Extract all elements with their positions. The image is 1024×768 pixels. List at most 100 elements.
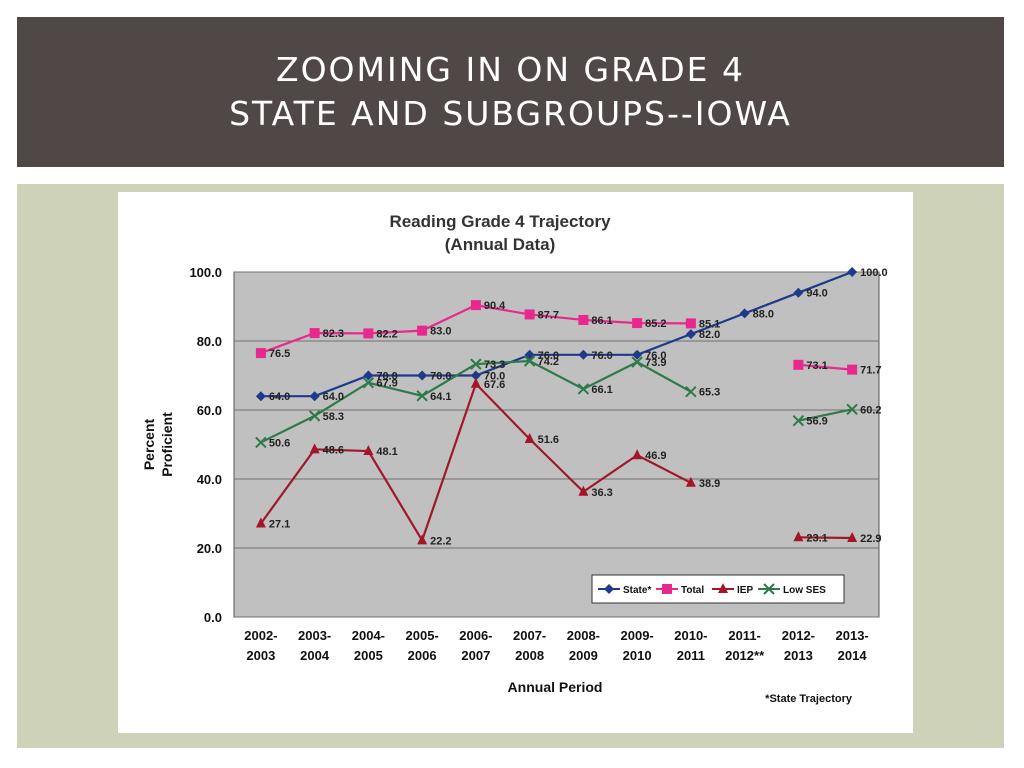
x-tick-label: 2008- xyxy=(567,628,600,643)
marker-stroke xyxy=(523,355,536,367)
data-point-low-ses xyxy=(577,383,590,395)
data-point-low-ses xyxy=(846,403,858,416)
data-label-state: 70.0 xyxy=(484,371,505,383)
data-label-low-ses: 67.9 xyxy=(376,378,397,390)
data-label-total: 82.2 xyxy=(376,328,397,340)
legend-label-low-ses: Low SES xyxy=(783,585,826,596)
data-label-iep: 67.6 xyxy=(484,379,505,391)
data-labels: 64.0 64.0 70.0 70.0 70.0 76.0 76.0 76.0 82.0 88.0… xyxy=(269,267,888,547)
slide-title-line-1: ZOOMING IN ON GRADE 4 xyxy=(275,50,746,89)
data-point-state xyxy=(417,370,428,381)
line-chart: Reading Grade 4 Trajectory (Annual Data)… xyxy=(141,212,888,705)
data-label-low-ses: 73.3 xyxy=(484,359,505,371)
data-label-iep: 46.9 xyxy=(645,450,666,462)
data-point-iep xyxy=(632,449,643,460)
data-point-total xyxy=(363,328,374,339)
data-point-low-ses xyxy=(308,410,321,422)
data-point-state xyxy=(739,308,750,319)
data-label-low-ses: 73.9 xyxy=(645,357,666,369)
data-point-total xyxy=(309,328,320,339)
legend-marker-total xyxy=(662,584,672,594)
legend-marker-iep xyxy=(718,583,728,593)
data-label-iep: 27.1 xyxy=(269,519,290,531)
legend-marker-state xyxy=(604,584,614,594)
slide-title-bar: ZOOMING IN ON GRADE 4 STATE AND SUBGROUP… xyxy=(17,17,1004,167)
data-label-total: 83.0 xyxy=(430,326,451,338)
data-label-state: 100.0 xyxy=(860,267,888,279)
series-line-state xyxy=(260,270,853,398)
slide-title-line-2: STATE AND SUBGROUPS--IOWA xyxy=(229,94,792,133)
data-label-state: 76.0 xyxy=(591,350,612,362)
data-point-low-ses xyxy=(255,436,267,449)
marker-stroke xyxy=(763,583,775,595)
data-label-total: 73.1 xyxy=(806,360,827,372)
x-tick-label: 2010- xyxy=(674,628,707,643)
data-label-iep: 38.9 xyxy=(699,478,720,490)
x-tick-label: 2013 xyxy=(784,648,813,663)
marker-stroke xyxy=(792,414,805,427)
data-label-iep: 36.3 xyxy=(591,487,612,499)
data-point-iep xyxy=(578,485,589,496)
data-label-low-ses: 50.6 xyxy=(269,437,290,449)
x-tick-label: 2012** xyxy=(725,648,765,663)
y-tick-label: 0.0 xyxy=(204,610,222,625)
data-point-low-ses xyxy=(792,414,805,427)
x-tick-label: 2009 xyxy=(569,648,598,663)
data-label-low-ses: 58.3 xyxy=(323,411,344,423)
marker-stroke xyxy=(308,410,321,422)
data-label-total: 71.7 xyxy=(860,365,881,377)
x-tick-label: 2005- xyxy=(406,628,439,643)
marker-stroke xyxy=(846,403,858,416)
data-label-total: 82.3 xyxy=(323,328,344,340)
data-point-total xyxy=(417,325,428,336)
data-point-low-ses xyxy=(631,356,643,368)
x-tick-label: 2004- xyxy=(352,628,385,643)
x-tick-label: 2005 xyxy=(354,648,383,663)
legend-label-total: Total xyxy=(681,585,704,596)
data-point-low-ses xyxy=(523,355,536,367)
data-point-iep xyxy=(255,517,266,528)
data-label-total: 85.2 xyxy=(645,318,666,330)
x-tick-label: 2011 xyxy=(677,648,705,663)
data-point-state xyxy=(632,349,643,360)
data-point-state xyxy=(578,349,589,360)
marker-stroke xyxy=(416,390,428,402)
data-point-state xyxy=(847,267,858,277)
x-tick-label: 2006 xyxy=(408,648,437,663)
data-label-total: 90.4 xyxy=(484,300,506,312)
data-point-state xyxy=(309,391,320,402)
y-tick-label: 40.0 xyxy=(197,472,222,487)
plot-area xyxy=(233,271,880,618)
data-label-state: 76.0 xyxy=(538,350,559,362)
data-label-low-ses: 65.3 xyxy=(699,387,720,399)
data-label-low-ses: 64.1 xyxy=(430,391,451,403)
x-tick-label: 2010 xyxy=(623,648,652,663)
x-tick-label: 2011- xyxy=(728,628,761,643)
series-line-iep xyxy=(798,536,853,540)
x-tick-label: 2004 xyxy=(300,648,330,663)
data-label-total: 76.5 xyxy=(269,348,290,360)
data-label-state: 82.0 xyxy=(699,329,720,341)
data-label-state: 94.0 xyxy=(806,288,827,300)
data-point-iep xyxy=(470,377,481,388)
data-point-low-ses xyxy=(416,390,428,402)
data-label-low-ses: 66.1 xyxy=(591,384,612,396)
y-axis-title-line-1: Percent xyxy=(141,418,157,470)
data-point-total xyxy=(470,300,481,311)
footnote: *State Trajectory xyxy=(765,693,853,705)
marker-stroke xyxy=(470,358,482,370)
y-tick-label: 60.0 xyxy=(197,403,222,418)
legend: State* Total IEP Low SES xyxy=(591,574,845,604)
data-label-state: 64.0 xyxy=(323,391,344,403)
x-tick-label: 2006- xyxy=(459,628,492,643)
data-point-total xyxy=(685,318,696,329)
x-axis-title: Annual Period xyxy=(508,679,603,695)
data-point-total xyxy=(255,348,266,359)
x-tick-label: 2013- xyxy=(836,628,869,643)
x-tick-label: 2003 xyxy=(246,648,275,663)
data-point-iep xyxy=(417,534,428,545)
x-tick-label: 2012- xyxy=(782,628,815,643)
data-label-iep: 22.9 xyxy=(860,533,881,545)
series-line-total xyxy=(798,363,853,371)
data-point-state xyxy=(470,370,481,381)
